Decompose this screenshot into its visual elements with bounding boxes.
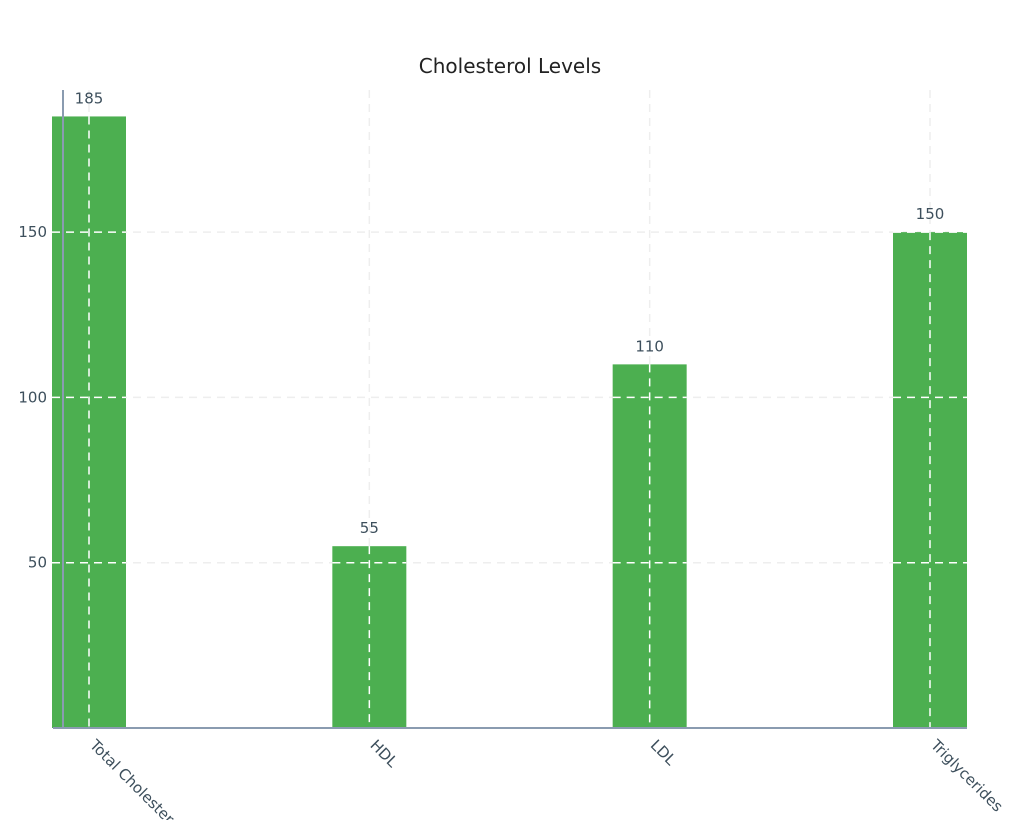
bars <box>52 116 967 728</box>
labels: 50 100 150 Total Cholesterol HDL LDL Triglycer… <box>18 89 1006 820</box>
y-tick-label-50: 50 <box>28 554 47 572</box>
data-label-1: 55 <box>360 519 379 537</box>
x-tick-label-2: LDL <box>647 736 680 769</box>
data-label-3: 150 <box>916 205 945 223</box>
chart-title: Cholesterol Levels <box>419 54 601 78</box>
x-tick-label-0: Total Cholesterol <box>85 735 186 820</box>
x-tick-label-3: Triglycerides <box>926 735 1006 815</box>
x-tick-label-1: HDL <box>367 736 402 771</box>
data-label-0: 185 <box>75 89 104 107</box>
y-tick-label-150: 150 <box>18 223 47 241</box>
grid-lines-over-bars <box>52 116 967 728</box>
grid-lines <box>63 90 957 728</box>
y-tick-label-100: 100 <box>18 388 47 406</box>
data-label-2: 110 <box>635 337 664 355</box>
axes <box>53 90 967 729</box>
